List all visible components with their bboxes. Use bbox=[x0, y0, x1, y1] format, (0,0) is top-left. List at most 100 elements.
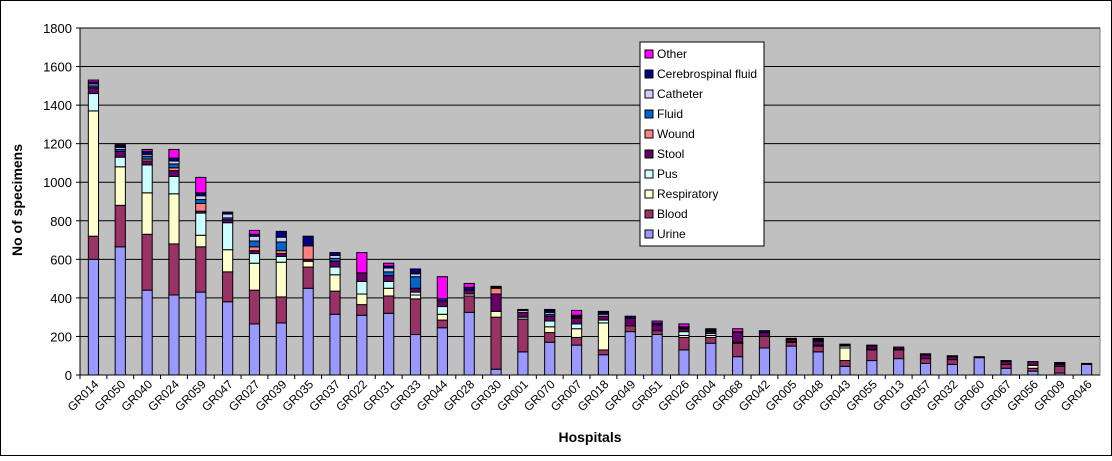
bar-segment bbox=[383, 275, 395, 283]
bar-segment bbox=[383, 267, 395, 273]
bar-segment bbox=[812, 337, 824, 340]
bar-segment bbox=[544, 326, 556, 334]
bar-segment bbox=[893, 349, 905, 360]
bar-segment bbox=[87, 258, 100, 376]
legend-label: Cerebrospinal fluid bbox=[657, 67, 757, 81]
bar-segment bbox=[195, 212, 207, 236]
bar-segment bbox=[490, 368, 502, 376]
bar-segment bbox=[517, 318, 529, 353]
bar-segment bbox=[436, 313, 448, 321]
bar-segment bbox=[409, 268, 422, 275]
bar-segment bbox=[785, 345, 797, 376]
bar-segment bbox=[732, 342, 744, 358]
bar-segment bbox=[329, 290, 341, 315]
bar-segment bbox=[839, 347, 851, 362]
bar-segment bbox=[141, 289, 153, 376]
bar-segment bbox=[1000, 367, 1012, 376]
bar-segment bbox=[302, 235, 314, 247]
y-tick-label: 600 bbox=[50, 252, 72, 267]
bar-segment bbox=[919, 354, 932, 360]
bar-segment bbox=[463, 311, 475, 376]
legend-label: Other bbox=[657, 47, 687, 61]
legend-label: Pus bbox=[657, 167, 678, 181]
bar-segment bbox=[141, 233, 153, 291]
bar-segment bbox=[463, 295, 475, 313]
bar-segment bbox=[1080, 362, 1093, 365]
bar-segment bbox=[651, 334, 663, 376]
bar-segment bbox=[785, 337, 797, 340]
bar-segment bbox=[597, 354, 610, 376]
y-tick-label: 1000 bbox=[43, 175, 72, 190]
bar-segment bbox=[946, 359, 958, 365]
y-tick-label: 200 bbox=[50, 329, 72, 344]
bar-segment bbox=[544, 308, 556, 311]
bar-segment bbox=[195, 195, 207, 201]
bar-segment bbox=[248, 289, 261, 325]
x-axis-label: Hospitals bbox=[558, 429, 621, 445]
bar-segment bbox=[732, 356, 744, 376]
y-tick-label: 0 bbox=[65, 368, 72, 383]
bar-segment bbox=[490, 310, 502, 318]
bar-segment bbox=[195, 199, 207, 204]
bar-segment bbox=[222, 211, 234, 215]
bar-segment bbox=[624, 325, 636, 333]
bar-segment bbox=[141, 160, 153, 166]
legend-label: Blood bbox=[657, 207, 688, 221]
bar-segment bbox=[678, 323, 690, 328]
legend-label: Urine bbox=[657, 227, 686, 241]
bar-segment bbox=[409, 334, 422, 376]
bar-segment bbox=[490, 316, 502, 370]
bar-segment bbox=[356, 314, 368, 376]
legend-label: Wound bbox=[657, 127, 695, 141]
bar-segment bbox=[490, 285, 502, 288]
bar-segment bbox=[87, 235, 100, 260]
bar-segment bbox=[893, 358, 905, 376]
bar-segment bbox=[222, 222, 234, 251]
bar-segment bbox=[141, 192, 153, 235]
bar-segment bbox=[168, 193, 180, 245]
bar-segment bbox=[114, 144, 126, 147]
bar-segment bbox=[87, 87, 100, 95]
y-tick-label: 1800 bbox=[43, 21, 72, 36]
bar-segment bbox=[275, 296, 287, 324]
bar-segment bbox=[248, 246, 261, 252]
bar-segment bbox=[919, 358, 932, 364]
bar-segment bbox=[544, 315, 556, 322]
bar-segment bbox=[248, 323, 261, 376]
y-tick-label: 1600 bbox=[43, 60, 72, 75]
bar-segment bbox=[275, 230, 287, 238]
legend-label: Stool bbox=[657, 147, 684, 161]
bar-segment bbox=[114, 204, 126, 248]
legend-swatch bbox=[644, 149, 654, 159]
legend-label: Fluid bbox=[657, 107, 683, 121]
bar-segment bbox=[973, 356, 985, 359]
bar-segment bbox=[1027, 361, 1039, 366]
bar-segment bbox=[973, 357, 985, 376]
bar-segment bbox=[570, 336, 583, 346]
bar-segment bbox=[517, 311, 529, 318]
bar-segment bbox=[302, 266, 314, 289]
bar-segment bbox=[785, 341, 797, 347]
bar-segment bbox=[517, 308, 529, 311]
bar-segment bbox=[383, 295, 395, 314]
bar-segment bbox=[597, 315, 610, 321]
bar-segment bbox=[597, 349, 610, 356]
bar-segment bbox=[168, 243, 180, 296]
bar-segment bbox=[87, 110, 100, 237]
bar-segment bbox=[624, 315, 636, 319]
bar-segment bbox=[839, 365, 851, 376]
bar-segment bbox=[839, 343, 851, 346]
bar-segment bbox=[195, 234, 207, 248]
bar-segment bbox=[141, 164, 153, 194]
bar-segment bbox=[651, 320, 663, 324]
legend-swatch bbox=[644, 229, 654, 239]
bar-segment bbox=[812, 351, 824, 376]
bar-segment bbox=[222, 271, 234, 303]
bar-segment bbox=[195, 291, 207, 376]
bar-segment bbox=[248, 235, 261, 242]
legend-swatch bbox=[644, 169, 654, 179]
bars bbox=[87, 79, 1093, 376]
bar-segment bbox=[383, 312, 395, 376]
bar-segment bbox=[329, 252, 341, 256]
